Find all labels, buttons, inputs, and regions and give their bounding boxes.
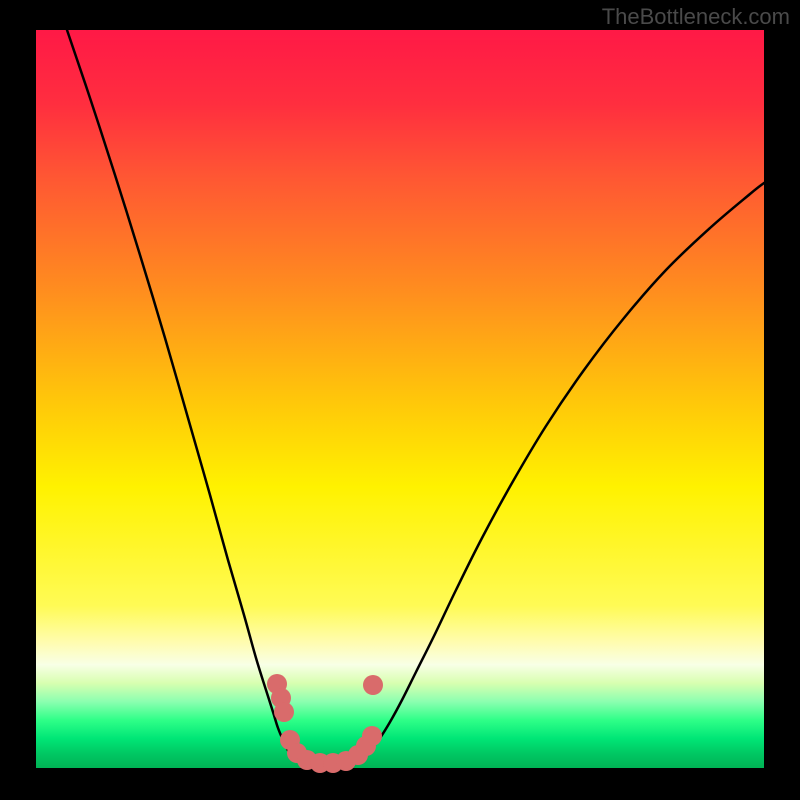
optimal-zone-dot bbox=[363, 675, 383, 695]
watermark-text: TheBottleneck.com bbox=[602, 4, 790, 30]
right-bottleneck-curve bbox=[330, 183, 764, 767]
optimal-zone-dot bbox=[362, 726, 382, 746]
bottleneck-curve-chart bbox=[0, 0, 800, 800]
left-bottleneck-curve bbox=[67, 30, 330, 767]
optimal-zone-dot bbox=[274, 702, 294, 722]
